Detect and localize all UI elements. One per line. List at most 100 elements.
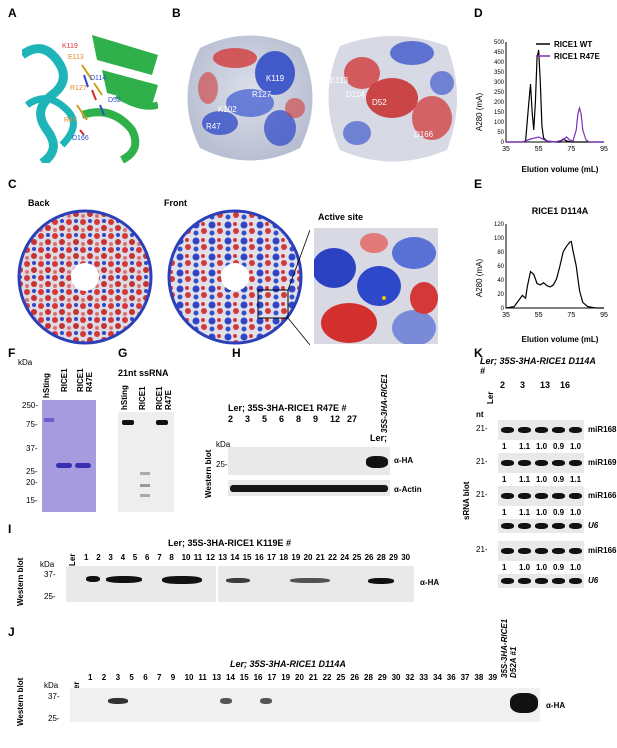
panel-k-band — [501, 460, 514, 466]
chartD-ytick-2: 100 — [494, 120, 505, 126]
panel-h-lane-2: 5 — [262, 414, 268, 424]
blot-i-ha-label: α-HA — [420, 578, 440, 587]
panel-k-value: 1.1 — [519, 508, 531, 517]
panel-i-lane-2: 3 — [108, 553, 113, 562]
panel-k-band — [552, 427, 565, 433]
chartD-xtick-3: 95 — [600, 146, 608, 153]
zoom-box — [257, 289, 289, 319]
panel-j-side: Western blot — [16, 677, 25, 726]
panel-j-lane-3: 5 — [129, 673, 134, 682]
chartD-ytick-8: 400 — [494, 60, 505, 66]
surface-label-k119: K119 — [266, 74, 285, 83]
gel-band-hsting — [44, 418, 54, 422]
panel-k-lane-0: 2 — [500, 380, 506, 390]
panel-j-lane-1: 2 — [101, 673, 107, 682]
blot-h-ha-label: α-HA — [394, 456, 414, 465]
panel-label-d: D — [474, 6, 483, 20]
blot-i-right — [218, 566, 414, 602]
panel-k-band — [552, 523, 565, 529]
panel-k-rowname-2: miR166 — [588, 491, 617, 500]
panel-k-band — [569, 548, 582, 554]
residue-label-7: D166 — [72, 135, 89, 142]
blot-h-actin — [228, 480, 390, 496]
chartE-axes — [505, 224, 604, 309]
panel-k-band — [535, 578, 548, 584]
chartE-ytick-5: 100 — [494, 236, 505, 242]
panel-j-lane-25: 34 — [433, 673, 442, 682]
panel-k-band — [569, 427, 582, 433]
panel-j-ctrl: 35S-3HA-RICE1 D52A #1 — [500, 618, 518, 678]
chartE-xtick-2: 75 — [567, 312, 575, 319]
label-active-site: Active site — [318, 212, 364, 222]
panel-f-lane-1: hSting — [42, 373, 51, 398]
chart-e-xlabel: Elution volume (mL) — [522, 335, 599, 344]
panel-j-lane-26: 36 — [446, 673, 456, 682]
panel-i-lane-11: 13 — [218, 553, 228, 562]
panel-i-lane-18: 20 — [303, 553, 313, 562]
chartD-ytick-7: 350 — [494, 70, 505, 76]
blot-h-ha — [228, 447, 390, 475]
panel-h-ctrl-construct: 35S-3HA-RICE1 — [380, 373, 389, 433]
panel-k-band — [569, 578, 582, 584]
legend-label-wt: RICE1 WT — [554, 40, 592, 49]
panel-h-lanes: 2 3 5 6 8 9 12 27 — [228, 414, 368, 426]
panel-k-value: 1 — [502, 563, 507, 572]
chart-e-plot: 35 55 75 95 0 20 40 60 80 100 120 — [494, 222, 608, 319]
panel-k-value: 0.9 — [553, 442, 565, 451]
panel-label-g: G — [118, 346, 128, 360]
panel-k-lane-1: 3 — [520, 380, 526, 390]
panel-k-band — [501, 523, 514, 529]
panel-h-side: Western blot — [204, 449, 213, 498]
panel-h-lane-3: 6 — [279, 414, 285, 424]
panel-j-lane-6: 9 — [170, 673, 176, 682]
chartD-ytick-5: 250 — [494, 90, 505, 96]
panel-j-lane-7: 10 — [184, 673, 194, 682]
blot-h-actin-band — [230, 485, 388, 492]
structure-ribbon-image: K119 E113 D114 R127 D52 R47 D166 — [22, 35, 158, 163]
panel-label-a: A — [8, 6, 17, 20]
chartD-ytick-4: 200 — [494, 100, 505, 106]
panel-k-blot-2 — [498, 486, 584, 506]
panel-g-title: 21nt ssRNA — [118, 368, 169, 378]
panel-j-lane-21: 29 — [377, 673, 387, 682]
panel-k-value: 1.0 — [536, 563, 548, 572]
panel-i-lane-8: 10 — [181, 553, 191, 562]
panel-i-lane-6: 7 — [157, 553, 162, 562]
panel-j-lane-27: 37 — [460, 673, 470, 682]
ssrna-band-1 — [122, 420, 134, 425]
label-back: Back — [28, 198, 50, 208]
panel-i-lane-4: 5 — [132, 553, 138, 562]
blot-j-band-ctrl — [510, 693, 538, 713]
panel-j-lane-4: 6 — [143, 673, 148, 682]
panel-j-lane-20: 28 — [364, 673, 373, 682]
panel-i-lane-25: 29 — [389, 553, 398, 562]
panel-h-marker: 25- — [216, 460, 228, 469]
panel-k-band — [501, 427, 514, 433]
panel-i-lane-24: 28 — [376, 553, 386, 562]
panel-i-header: Ler; 35S-3HA-RICE1 K119E # — [168, 538, 292, 548]
panel-j-lane-11: 15 — [239, 673, 249, 682]
panel-i-lane-21: 24 — [340, 553, 350, 562]
gel-marker-250: 250- — [22, 401, 39, 410]
surface-label-e113: E113 — [330, 76, 349, 85]
panel-k-band — [552, 578, 565, 584]
panel-k-band — [569, 523, 582, 529]
panel-k-marker-1: 21- — [476, 457, 488, 466]
surface-label-r127: R127 — [252, 90, 272, 99]
panel-i-lane-26: 30 — [401, 553, 411, 562]
panel-i-lane-17: 19 — [291, 553, 301, 562]
panel-k-blot-3 — [498, 519, 584, 533]
panel-k-value: 0.9 — [553, 563, 565, 572]
panel-i-lane-1: 2 — [96, 553, 101, 562]
panel-k-rowname-3: U6 — [588, 521, 599, 530]
panel-k-band — [518, 427, 531, 433]
panel-k-value: 1.0 — [570, 508, 582, 517]
panel-label-c: C — [8, 177, 17, 191]
panel-k-band — [552, 493, 565, 499]
residue-label-4: R127 — [70, 85, 87, 92]
panel-j-lane-15: 20 — [295, 673, 304, 682]
panel-j-lane-23: 32 — [405, 673, 415, 682]
blot-j-band-1 — [108, 698, 128, 704]
blot-i-band-3 — [162, 576, 202, 584]
chartD-ytick-1: 50 — [497, 130, 504, 136]
